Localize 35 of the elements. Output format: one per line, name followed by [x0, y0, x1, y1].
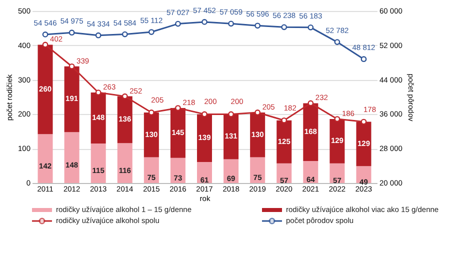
point	[68, 63, 75, 70]
point	[122, 93, 128, 100]
point	[175, 105, 181, 111]
point	[68, 30, 75, 36]
bar	[38, 134, 53, 183]
point	[254, 22, 261, 29]
point	[228, 111, 234, 118]
bar	[197, 162, 212, 183]
bar	[250, 157, 266, 183]
point	[254, 110, 261, 116]
point	[122, 31, 128, 38]
point	[148, 29, 154, 35]
point	[360, 56, 367, 62]
point	[281, 117, 288, 124]
bar	[64, 132, 80, 183]
point	[202, 19, 208, 25]
point	[334, 116, 340, 122]
bar	[170, 158, 186, 183]
point	[308, 24, 314, 30]
point	[42, 32, 48, 38]
point	[334, 39, 340, 45]
point	[228, 20, 234, 27]
bar	[356, 166, 372, 183]
point	[148, 110, 154, 116]
bar	[117, 143, 132, 183]
bar	[144, 157, 159, 183]
point	[175, 20, 181, 27]
point	[281, 24, 288, 30]
point	[95, 90, 102, 96]
point	[202, 111, 208, 118]
point	[95, 32, 102, 38]
point	[42, 42, 48, 48]
point	[360, 118, 367, 125]
bar	[90, 143, 106, 183]
point	[308, 100, 314, 106]
